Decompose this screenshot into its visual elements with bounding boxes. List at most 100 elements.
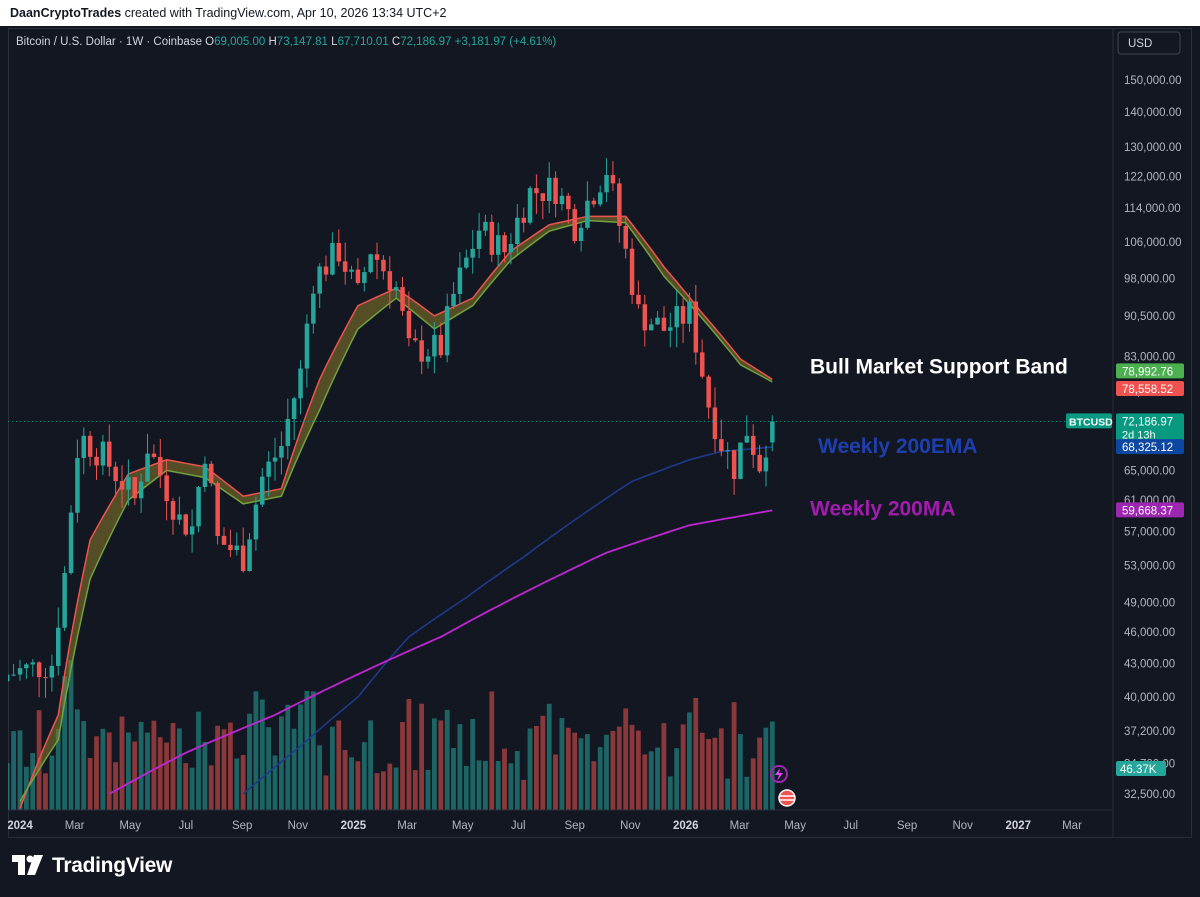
candle	[355, 257, 361, 285]
annotation-label: Bull Market Support Band	[810, 356, 1068, 379]
candle-body	[406, 310, 412, 339]
volume-bar	[62, 676, 67, 810]
volume-bar	[304, 691, 310, 810]
candle-body	[521, 217, 526, 223]
candle-body	[649, 324, 654, 331]
candle-body	[712, 407, 718, 440]
annotation-label: Weekly 200MA	[810, 498, 956, 521]
price-chart[interactable]: Bitcoin / U.S. Dollar · 1W · Coinbase O6…	[8, 28, 1192, 838]
candle	[228, 529, 233, 558]
candle	[763, 445, 769, 487]
candle-body	[75, 458, 80, 513]
volume-bar	[667, 776, 673, 810]
candle	[476, 212, 482, 259]
candle-body	[700, 352, 705, 377]
candle	[470, 229, 475, 274]
x-tick-label: Sep	[232, 820, 252, 832]
x-tick-label: Mar	[397, 820, 417, 832]
price-label: 78,992.76	[1116, 363, 1184, 379]
candle	[279, 431, 284, 475]
author-name[interactable]: DaanCryptoTrades	[10, 6, 122, 20]
volume-bar	[330, 726, 335, 810]
candle-body	[56, 627, 61, 666]
volume-bar	[11, 731, 16, 810]
volume-bar	[298, 704, 303, 810]
tradingview-logo[interactable]: TradingView	[12, 854, 172, 878]
candle	[387, 256, 393, 309]
candle	[196, 486, 201, 533]
candle	[432, 322, 437, 374]
candle	[559, 188, 565, 211]
y-tick-label: 150,000.00	[1124, 75, 1182, 87]
volume-bar	[291, 728, 297, 810]
candle-body	[374, 254, 380, 260]
candle	[164, 459, 169, 521]
candle	[585, 181, 590, 230]
candle	[113, 461, 118, 497]
candle-body	[189, 526, 195, 535]
band-lower-line	[19, 219, 773, 802]
currency-button-frame	[1117, 31, 1181, 55]
volume-bar	[744, 776, 750, 810]
volume-bar	[234, 758, 240, 810]
candle	[419, 325, 424, 375]
candle	[572, 204, 577, 244]
candle-body	[247, 539, 252, 571]
candle-body	[725, 450, 730, 452]
volume-bar	[636, 730, 641, 810]
candle-body	[502, 235, 507, 253]
us-flag-icon	[778, 789, 796, 807]
candle	[566, 192, 571, 224]
candle-body	[757, 454, 762, 472]
candle	[30, 659, 35, 677]
y-tick-label: 46,000.00	[1124, 627, 1175, 639]
legend-open-label: O	[202, 36, 214, 48]
candle	[483, 214, 488, 236]
candle-body	[62, 573, 67, 628]
volume-bar	[240, 755, 246, 810]
candle-body	[470, 248, 475, 258]
volume-bar	[138, 721, 144, 810]
volume-bar	[406, 699, 412, 810]
candle-body	[566, 195, 571, 210]
candle	[151, 444, 157, 459]
candle-body	[272, 457, 278, 462]
candle-body	[642, 304, 648, 331]
candle-body	[17, 668, 23, 675]
candle	[298, 360, 303, 415]
x-tick-label: 2026	[673, 820, 699, 832]
candle	[604, 158, 609, 203]
annotation-label: Weekly 200EMA	[818, 435, 978, 458]
candle-body	[24, 664, 29, 669]
volume-bar	[228, 722, 233, 810]
volume-bar	[610, 730, 616, 810]
candle	[126, 459, 131, 506]
candle-body	[476, 230, 482, 249]
volume-bar	[738, 734, 743, 810]
volume-bar	[444, 709, 450, 810]
volume-bar	[170, 723, 176, 810]
price-label-bg	[1116, 381, 1184, 396]
candle-body	[119, 481, 125, 490]
lightning-icon	[770, 765, 788, 783]
candle	[425, 349, 431, 369]
candle-body	[527, 188, 533, 223]
candle	[138, 473, 144, 513]
volume-bar	[725, 778, 731, 810]
candle-body	[400, 287, 405, 311]
candle	[119, 465, 125, 508]
candle	[17, 659, 23, 681]
candle	[336, 229, 342, 267]
candle	[158, 439, 163, 488]
candle	[94, 448, 99, 480]
legend-low-label: L	[328, 36, 338, 48]
currency-button[interactable]: USD	[1117, 31, 1181, 55]
volume-bar	[100, 728, 106, 810]
candle	[438, 322, 444, 359]
candle-body	[413, 338, 418, 341]
candle	[24, 662, 29, 679]
volume-bar	[87, 758, 93, 810]
candle	[521, 207, 526, 233]
volume-bar	[565, 727, 571, 810]
candle-body	[693, 301, 699, 353]
